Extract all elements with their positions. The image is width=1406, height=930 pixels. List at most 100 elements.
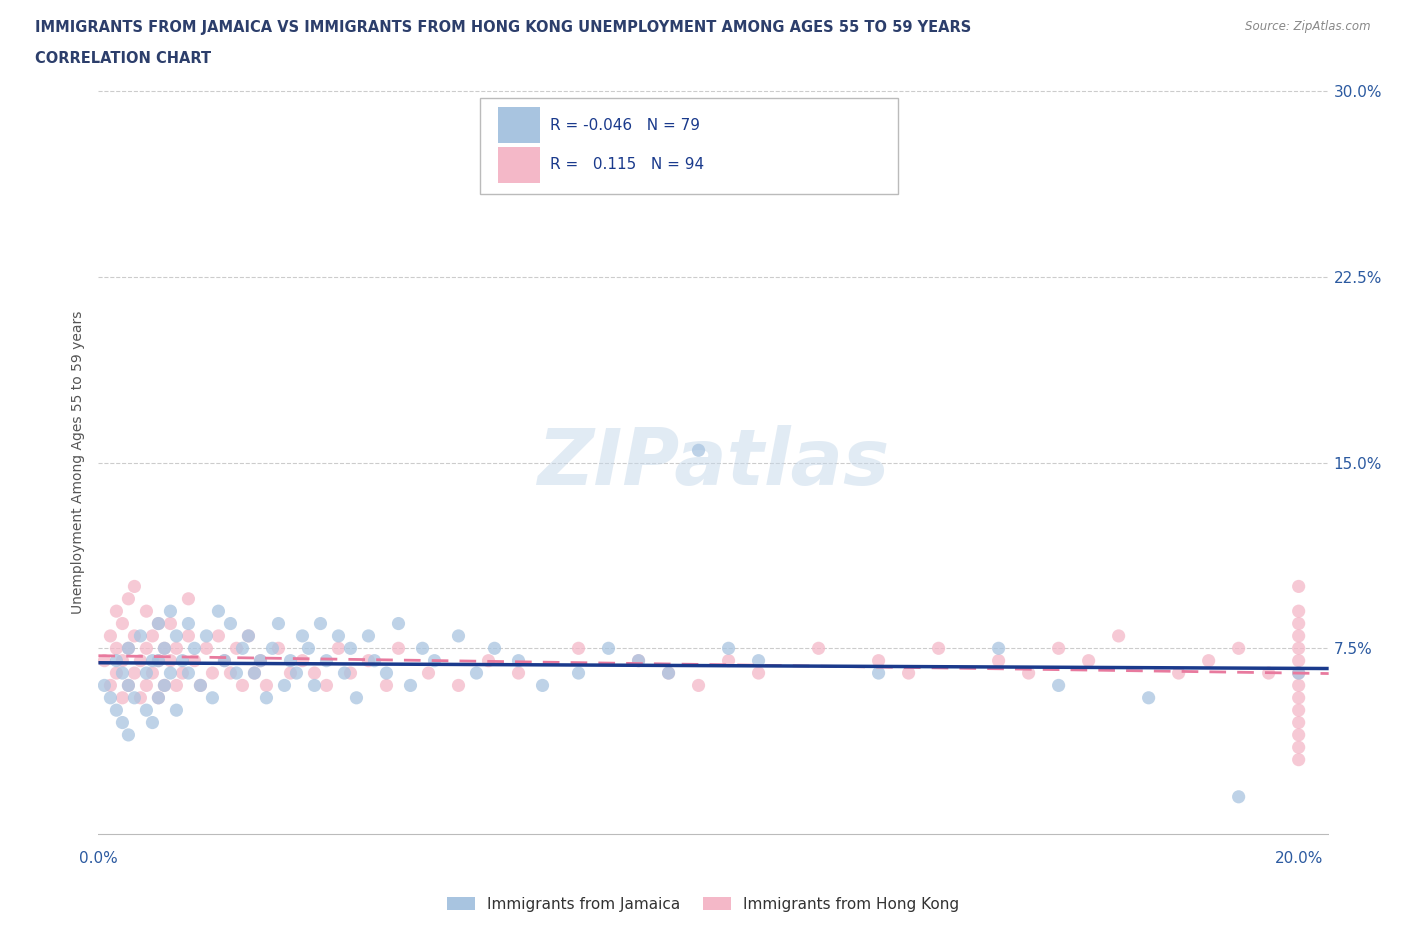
- Point: [1288, 740, 1310, 755]
- Point: [1288, 715, 1310, 730]
- Point: [1108, 629, 1130, 644]
- Point: [111, 690, 134, 705]
- Point: [328, 641, 350, 656]
- Point: [717, 653, 740, 668]
- Point: [1288, 653, 1310, 668]
- Point: [748, 653, 770, 668]
- Point: [135, 678, 157, 693]
- Point: [243, 666, 266, 681]
- Point: [165, 641, 187, 656]
- Point: [153, 678, 176, 693]
- Point: [148, 616, 170, 631]
- Point: [225, 666, 247, 681]
- Point: [339, 666, 361, 681]
- Point: [267, 616, 290, 631]
- Point: [868, 666, 890, 681]
- Point: [111, 653, 134, 668]
- Point: [153, 641, 176, 656]
- Point: [1288, 616, 1310, 631]
- Point: [1257, 666, 1279, 681]
- Point: [987, 641, 1010, 656]
- Point: [1047, 678, 1070, 693]
- Point: [399, 678, 422, 693]
- Point: [868, 653, 890, 668]
- Point: [117, 591, 139, 606]
- Point: [1288, 604, 1310, 618]
- Point: [135, 666, 157, 681]
- Point: [190, 678, 212, 693]
- Point: [928, 641, 950, 656]
- Point: [309, 616, 332, 631]
- Point: [1047, 641, 1070, 656]
- Legend: Immigrants from Jamaica, Immigrants from Hong Kong: Immigrants from Jamaica, Immigrants from…: [441, 890, 965, 918]
- Point: [93, 678, 115, 693]
- Point: [214, 653, 236, 668]
- Point: [141, 666, 163, 681]
- FancyBboxPatch shape: [498, 108, 540, 142]
- Point: [375, 666, 398, 681]
- Point: [159, 616, 181, 631]
- Point: [256, 678, 278, 693]
- Point: [304, 678, 326, 693]
- Point: [315, 678, 337, 693]
- Point: [418, 666, 440, 681]
- Point: [117, 641, 139, 656]
- Point: [357, 653, 380, 668]
- Point: [201, 666, 224, 681]
- Point: [141, 715, 163, 730]
- Point: [315, 653, 337, 668]
- Point: [339, 641, 361, 656]
- Point: [291, 629, 314, 644]
- Point: [148, 690, 170, 705]
- Point: [627, 653, 650, 668]
- Point: [346, 690, 368, 705]
- Point: [117, 641, 139, 656]
- Point: [111, 715, 134, 730]
- Point: [447, 678, 470, 693]
- Point: [129, 629, 152, 644]
- Point: [153, 641, 176, 656]
- Text: R =   0.115   N = 94: R = 0.115 N = 94: [550, 157, 704, 172]
- Point: [195, 641, 218, 656]
- Point: [1198, 653, 1220, 668]
- Point: [225, 641, 247, 656]
- Point: [657, 666, 679, 681]
- Point: [117, 727, 139, 742]
- Point: [100, 690, 122, 705]
- Point: [1288, 727, 1310, 742]
- Point: [447, 629, 470, 644]
- Point: [177, 666, 200, 681]
- Point: [328, 629, 350, 644]
- Point: [117, 678, 139, 693]
- Point: [1018, 666, 1040, 681]
- Point: [105, 666, 128, 681]
- Point: [280, 666, 302, 681]
- Point: [304, 666, 326, 681]
- Point: [657, 666, 679, 681]
- Point: [141, 629, 163, 644]
- Point: [100, 678, 122, 693]
- Point: [273, 678, 295, 693]
- Point: [219, 666, 242, 681]
- Point: [717, 641, 740, 656]
- Point: [387, 616, 409, 631]
- Point: [177, 629, 200, 644]
- Point: [105, 641, 128, 656]
- Point: [1288, 666, 1310, 681]
- Point: [249, 653, 271, 668]
- Point: [165, 703, 187, 718]
- Text: CORRELATION CHART: CORRELATION CHART: [35, 51, 211, 66]
- Point: [291, 653, 314, 668]
- Point: [129, 653, 152, 668]
- Point: [1288, 641, 1310, 656]
- Point: [987, 653, 1010, 668]
- Point: [1288, 666, 1310, 681]
- Point: [465, 666, 488, 681]
- Point: [124, 666, 146, 681]
- Point: [159, 653, 181, 668]
- Point: [148, 653, 170, 668]
- Point: [124, 690, 146, 705]
- Point: [627, 653, 650, 668]
- Point: [262, 641, 284, 656]
- Point: [598, 641, 620, 656]
